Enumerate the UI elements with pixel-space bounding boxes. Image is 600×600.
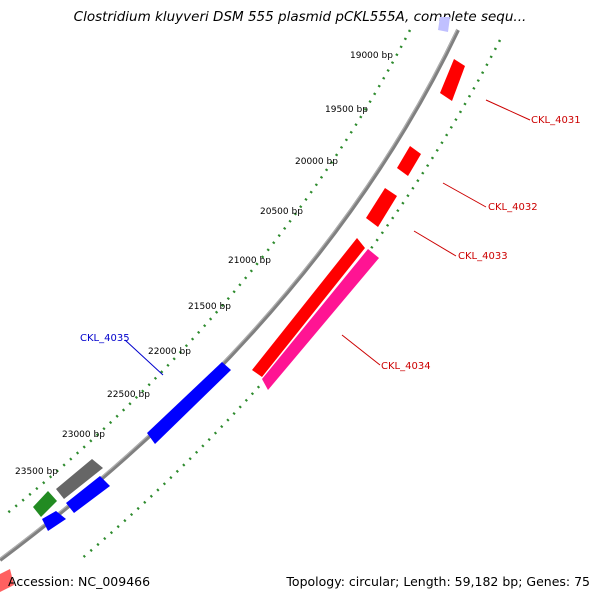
label-connectors	[124, 99, 531, 376]
gene-green[interactable]	[33, 491, 57, 517]
gene-labels: CKL_4031 CKL_4032 CKL_4033 CKL_4034 CKL_…	[80, 115, 581, 372]
tick-label: 20000 bp	[295, 157, 338, 167]
tick-labels: 19000 bp 19500 bp 20000 bp 20500 bp 2100…	[15, 51, 393, 477]
gene-label-ckl-4032: CKL_4032	[488, 202, 538, 213]
tick-label: 23000 bp	[62, 430, 105, 440]
tick-label: 20500 bp	[260, 207, 303, 217]
gene-gray[interactable]	[56, 459, 103, 499]
tick-label: 23500 bp	[15, 467, 58, 477]
gene-label-ckl-4033: CKL_4033	[458, 251, 508, 262]
tick-label: 21500 bp	[188, 302, 231, 312]
inner-dotted-ring	[4, 29, 412, 516]
tick-label: 21000 bp	[228, 256, 271, 266]
gene-ckl-4033[interactable]	[366, 188, 397, 227]
gene-blue-lower[interactable]	[66, 476, 110, 513]
gene-label-ckl-4031: CKL_4031	[531, 115, 581, 126]
outer-dotted-ring	[79, 39, 502, 561]
gene-ckl-4034-a[interactable]	[252, 238, 365, 377]
connector-ckl-4032	[442, 182, 487, 208]
accession-label: Accession: NC_009466	[8, 574, 151, 589]
connector-ckl-4034	[341, 334, 381, 366]
gene-ckl-4032[interactable]	[397, 146, 421, 176]
connector-ckl-4035	[124, 339, 164, 376]
tick-label: 22500 bp	[107, 390, 150, 400]
gene-top-lavender[interactable]	[438, 17, 450, 32]
tick-label: 19000 bp	[350, 51, 393, 61]
gene-blue-small[interactable]	[42, 511, 66, 531]
gene-ckl-4034-b[interactable]	[262, 249, 379, 390]
gene-bottom-red[interactable]	[0, 569, 14, 592]
tick-label: 19500 bp	[325, 105, 368, 115]
gene-label-ckl-4035: CKL_4035	[80, 333, 130, 344]
connector-ckl-4031	[485, 99, 531, 121]
tick-label: 22000 bp	[148, 347, 191, 357]
gene-ckl-4035[interactable]	[147, 362, 231, 444]
gene-ckl-4031[interactable]	[440, 59, 465, 101]
topology-summary: Topology: circular; Length: 59,182 bp; G…	[286, 574, 590, 589]
connector-ckl-4033	[413, 230, 457, 257]
map-title: Clostridium kluyveri DSM 555 plasmid pCK…	[73, 9, 527, 25]
gene-features	[0, 17, 465, 592]
gene-label-ckl-4034: CKL_4034	[381, 361, 431, 372]
